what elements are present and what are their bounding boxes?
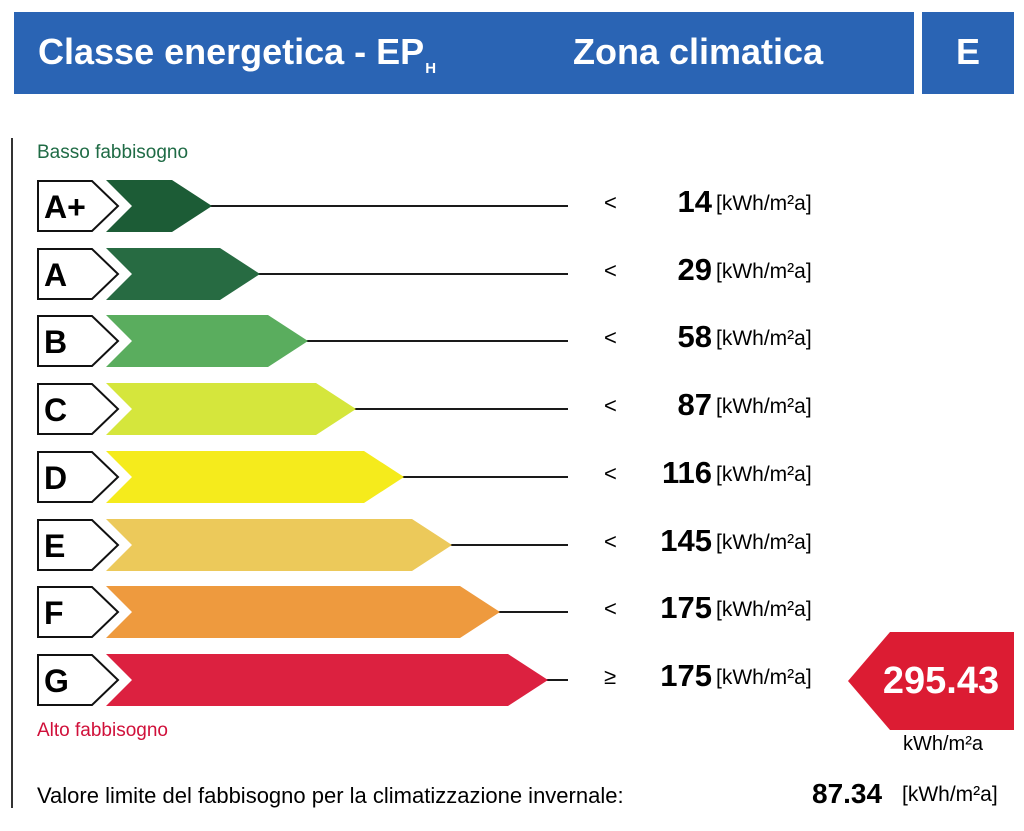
- zone-value-box: [922, 12, 1014, 94]
- class-label-box: [37, 654, 120, 706]
- class-row: E <145 [kWh/m²a]: [0, 517, 1024, 573]
- class-bar: [106, 315, 308, 367]
- class-bar: [106, 586, 500, 638]
- class-row: G ≥175 [kWh/m²a]: [0, 652, 1024, 708]
- class-limit-value: 175: [660, 590, 712, 625]
- class-label: B: [44, 324, 67, 360]
- class-label: C: [44, 392, 67, 428]
- class-label-box: [37, 180, 120, 232]
- climate-zone-value: E: [955, 31, 980, 72]
- class-limit-unit: [kWh/m²a]: [716, 327, 812, 350]
- class-label-box: [37, 451, 120, 503]
- class-row-graphic: A: [37, 248, 568, 300]
- high-demand-label: Alto fabbisogno: [37, 720, 168, 741]
- class-limit-value: 145: [660, 523, 712, 558]
- class-label: E: [44, 528, 65, 564]
- class-limit-value: 29: [677, 252, 712, 287]
- comparator: <: [604, 596, 617, 621]
- climate-zone-label: Zona climatica: [573, 31, 824, 72]
- class-row: D <116 [kWh/m²a]: [0, 449, 1024, 505]
- result-arrow-shape: [848, 632, 1014, 730]
- class-label: D: [44, 460, 67, 496]
- class-limit-unit: [kWh/m²a]: [716, 192, 812, 215]
- class-bar: [106, 383, 356, 435]
- comparator: <: [604, 258, 617, 283]
- comparator: <: [604, 393, 617, 418]
- result-value: 295.43: [882, 660, 1000, 702]
- result-arrow: [848, 632, 1014, 730]
- class-limit-unit: [kWh/m²a]: [716, 531, 812, 554]
- class-row-graphic: D: [37, 451, 568, 503]
- class-limit-unit: [kWh/m²a]: [716, 463, 812, 486]
- comparator: <: [604, 461, 617, 486]
- class-row: F <175 [kWh/m²a]: [0, 584, 1024, 640]
- title-subscript: H: [425, 60, 437, 77]
- class-row-graphic: G: [37, 654, 568, 706]
- class-row: B <58 [kWh/m²a]: [0, 313, 1024, 369]
- class-label-box: [37, 383, 120, 435]
- class-limit-unit: [kWh/m²a]: [716, 666, 812, 689]
- class-row-graphic: A+: [37, 180, 568, 232]
- class-row: C <87 [kWh/m²a]: [0, 381, 1024, 437]
- class-bar: [106, 519, 452, 571]
- comparator: ≥: [604, 664, 617, 689]
- left-border-line: [11, 138, 13, 808]
- class-limit-value: 87: [677, 387, 712, 422]
- comparator: <: [604, 190, 617, 215]
- class-limit-unit: [kWh/m²a]: [716, 260, 812, 283]
- class-label-box: [37, 248, 120, 300]
- limit-unit: [kWh/m²a]: [902, 783, 998, 806]
- energy-class-title: Classe energetica - EPH: [38, 31, 436, 77]
- class-row-graphic: F: [37, 586, 568, 638]
- class-row: A <29 [kWh/m²a]: [0, 246, 1024, 302]
- class-limit-value: 58: [677, 319, 712, 354]
- class-label: A: [44, 257, 67, 293]
- class-bar: [106, 654, 548, 706]
- class-bar: [106, 248, 260, 300]
- result-unit: kWh/m²a: [903, 733, 983, 755]
- limit-value: 87.34: [812, 778, 883, 809]
- title-text: Classe energetica - EP: [38, 31, 425, 72]
- class-bar: [106, 180, 212, 232]
- class-row-graphic: B: [37, 315, 568, 367]
- class-label: F: [44, 595, 64, 631]
- class-limit-value: 116: [661, 455, 712, 490]
- class-label: G: [44, 663, 69, 699]
- class-row-graphic: E: [37, 519, 568, 571]
- class-row-graphic: C: [37, 383, 568, 435]
- class-bar: [106, 451, 404, 503]
- class-label-box: [37, 586, 120, 638]
- comparator: <: [604, 325, 617, 350]
- comparator: <: [604, 529, 617, 554]
- low-demand-label: Basso fabbisogno: [37, 142, 189, 163]
- limit-description: Valore limite del fabbisogno per la clim…: [37, 783, 624, 808]
- class-limit-value: 175: [660, 658, 712, 693]
- class-limit-unit: [kWh/m²a]: [716, 395, 812, 418]
- class-label-box: [37, 315, 120, 367]
- class-label: A+: [44, 189, 86, 225]
- class-limit-value: 14: [677, 184, 712, 219]
- class-limit-unit: [kWh/m²a]: [716, 598, 812, 621]
- header-bar: [14, 12, 914, 94]
- class-label-box: [37, 519, 120, 571]
- class-row: A+ <14 [kWh/m²a]: [0, 178, 1024, 234]
